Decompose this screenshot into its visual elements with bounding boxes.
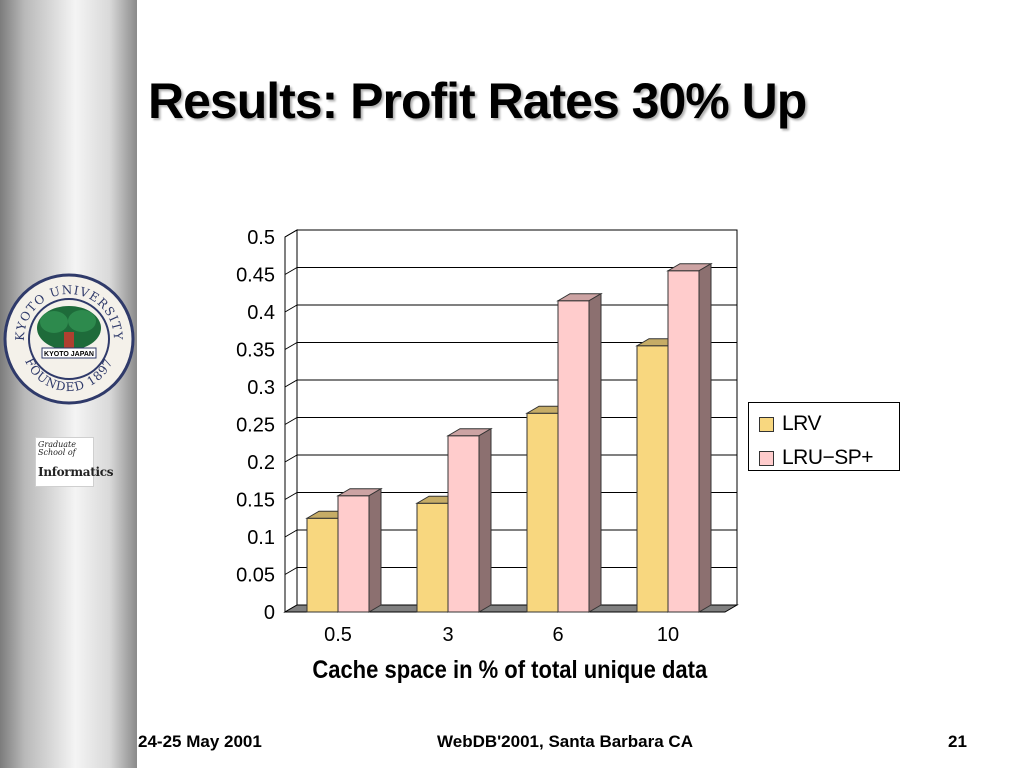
footer-conference: WebDB'2001, Santa Barbara CA — [437, 732, 693, 751]
sidebar-gradient: KYOTO UNIVERSITY FOUNDED 1897 KYOTO JAPA… — [0, 0, 137, 768]
gridline-side — [284, 267, 298, 275]
gridline-side — [284, 417, 298, 425]
tree-icon — [37, 306, 101, 359]
gridline-side — [284, 567, 298, 575]
y-tick-label: 0.1 — [247, 527, 275, 549]
gridline-side — [284, 229, 298, 238]
bar-front — [416, 502, 449, 613]
legend-item-lru-sp: LRU−SP+ — [759, 446, 874, 470]
footer-date: 24-25 May 2001 — [138, 732, 262, 751]
bar-front — [337, 495, 370, 613]
bar-front — [557, 300, 590, 613]
chart-legend: LRV LRU−SP+ — [748, 402, 900, 471]
bar-front — [447, 435, 480, 613]
seal-center-text: KYOTO JAPAN — [44, 351, 94, 358]
y-tick-label: 0.05 — [236, 565, 275, 587]
bar-front — [306, 517, 339, 613]
y-tick-label: 0 — [264, 602, 275, 624]
bar-side — [368, 487, 382, 613]
y-tick-label: 0.4 — [247, 302, 275, 324]
legend-label-lrv: LRV — [782, 412, 821, 435]
school-line1: Graduate School of — [38, 440, 76, 458]
bar-side — [478, 427, 492, 613]
y-tick-label: 0.2 — [247, 452, 275, 474]
kyoto-university-seal: KYOTO UNIVERSITY FOUNDED 1897 KYOTO JAPA… — [3, 273, 135, 405]
bar-front — [636, 345, 669, 613]
y-tick-label: 0.15 — [236, 490, 275, 512]
y-tick-label: 0.35 — [236, 340, 275, 362]
y-tick-label: 0.25 — [236, 415, 275, 437]
x-axis-label: Cache space in % of total unique data — [312, 656, 708, 684]
x-tick-label: 10 — [657, 624, 679, 646]
x-tick-label: 3 — [442, 624, 453, 646]
gridline-side — [284, 379, 298, 388]
legend-label-lru-sp: LRU−SP+ — [782, 446, 874, 469]
gridline-side — [284, 529, 298, 538]
y-tick-label: 0.5 — [247, 227, 275, 249]
x-tick-label: 0.5 — [324, 624, 352, 646]
gridline-side — [284, 454, 298, 463]
gridline-side — [284, 492, 298, 500]
bar-side — [698, 262, 712, 613]
legend-swatch-lru-sp — [759, 450, 774, 466]
gridline-side — [284, 342, 298, 350]
y-tick-label: 0.45 — [236, 265, 275, 287]
legend-swatch-lrv — [759, 416, 774, 432]
gridline-side — [284, 304, 298, 313]
bar-front — [526, 412, 559, 613]
bar-front — [667, 270, 700, 613]
x-tick-label: 6 — [552, 624, 563, 646]
y-tick-label: 0.3 — [247, 377, 275, 399]
footer-page-number: 21 — [948, 732, 967, 751]
slide-title: Results: Profit Rates 30% Up — [148, 73, 807, 129]
bar-side — [588, 292, 602, 613]
legend-item-lrv: LRV — [759, 412, 821, 436]
